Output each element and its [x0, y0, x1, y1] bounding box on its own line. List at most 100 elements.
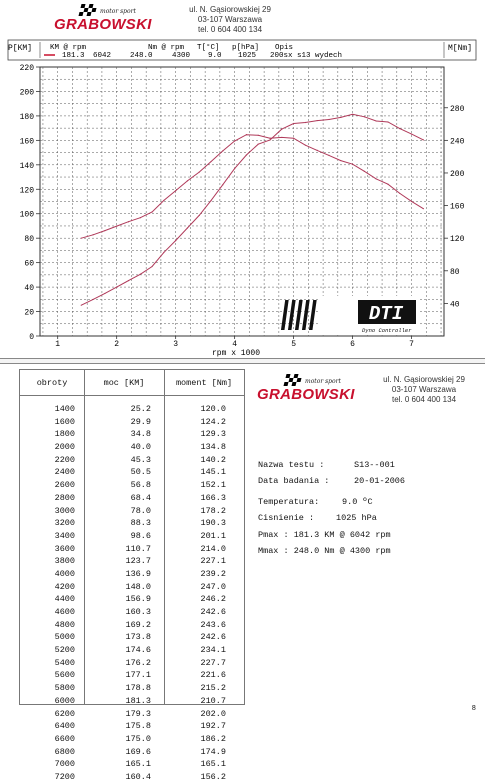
table-row: 4200 148.0 247.0: [20, 581, 244, 594]
torque-point: [375, 178, 377, 180]
cell-torque: 178.2: [200, 505, 226, 516]
cell-torque: 165.1: [200, 759, 226, 770]
torque-point: [127, 221, 130, 223]
cell-power: 174.6: [125, 645, 151, 656]
power-point: [175, 240, 177, 242]
cell-power: 160.3: [125, 607, 151, 617]
power-curve: [81, 113, 424, 306]
cell-power: 98.6: [130, 530, 151, 541]
table-row: 1400 25.2 120.0: [20, 403, 244, 416]
power-point: [316, 119, 318, 122]
cell-torque: 192.7: [200, 721, 226, 732]
table-row: 4800 169.2 243.6: [20, 619, 244, 632]
badge-stripe: [294, 300, 303, 330]
legend-pressure: 1025: [238, 52, 257, 60]
cell-power: 169.6: [125, 746, 151, 757]
cell-rpm: 6800: [54, 746, 75, 757]
cell-rpm: 7200: [54, 771, 75, 782]
cell-power: 88.3: [130, 518, 151, 529]
torque-point: [139, 217, 141, 219]
torque-point: [293, 137, 295, 139]
tick-label-right: 40: [450, 300, 460, 309]
address-line2: 03-107 Warszawa: [391, 385, 457, 394]
table-row: 2000 40.0 134.8: [20, 441, 244, 454]
tick-label-left: 20: [24, 309, 34, 318]
power-point: [340, 116, 342, 118]
cell-power: 110.7: [125, 543, 151, 554]
cell-rpm: 1800: [54, 429, 75, 440]
chart-svg: P[KM] M[Nm] KM @ rpm Nm @ rpm T[°C] p[hPa] Opi…: [7, 39, 477, 358]
table-row: 3800 123.7 227.1: [20, 555, 244, 568]
power-point: [245, 154, 248, 156]
table-row: 6600 175.0 186.2: [20, 733, 244, 746]
cell-torque: 221.6: [200, 670, 226, 681]
power-point: [222, 184, 224, 186]
phone-line: tel. 0 604 400 134: [391, 395, 457, 404]
torque-point: [363, 170, 365, 172]
tick-label-x: 3: [173, 340, 178, 349]
cell-power: 45.3: [130, 454, 151, 465]
badge-text: DTI: [369, 303, 404, 325]
cell-rpm: 6400: [54, 721, 75, 732]
brand-tagline: motor sport: [305, 378, 341, 385]
pressure-label: Cisnienie :: [258, 513, 315, 523]
cell-rpm: 2800: [54, 492, 75, 503]
cell-torque: 120.0: [200, 404, 226, 414]
cell-power: 156.9: [125, 594, 151, 605]
power-point: [304, 121, 307, 124]
power-point: [399, 128, 401, 130]
cell-power: 56.8: [130, 480, 151, 491]
torque-point: [163, 199, 165, 202]
cell-power: 123.7: [125, 556, 151, 567]
torque-point: [422, 208, 424, 210]
torque-point: [175, 190, 177, 192]
cell-power: 179.3: [125, 708, 151, 719]
cell-torque: 227.7: [200, 657, 226, 668]
badge-stripe: [280, 300, 289, 330]
torque-point: [316, 149, 318, 151]
power-point: [410, 133, 413, 135]
torque-point: [245, 134, 248, 136]
torque-curve: [81, 134, 424, 239]
table-row: 3000 78.0 178.2: [20, 505, 244, 518]
tick-label-left: 220: [20, 64, 35, 73]
cell-torque: 124.2: [200, 416, 226, 427]
torque-point: [116, 225, 118, 227]
tick-label-x: 1: [55, 340, 60, 349]
table-row: 4600 160.3 242.6: [20, 606, 244, 619]
cell-rpm: 5000: [54, 632, 75, 643]
power-point: [328, 118, 330, 121]
power-point: [116, 286, 118, 288]
table-row: 4000 136.9 239.2: [20, 568, 244, 581]
test-date-label: Data badania :: [258, 476, 330, 486]
table-row: 1600 29.9 124.2: [20, 416, 244, 429]
cell-torque: 227.1: [200, 556, 226, 567]
tick-label-left: 140: [20, 162, 35, 171]
header-rpm: obroty: [36, 378, 68, 388]
power-point: [281, 128, 283, 130]
torque-point: [92, 234, 94, 236]
cell-power: 160.4: [125, 771, 151, 782]
torque-point: [80, 237, 82, 239]
power-point: [422, 139, 424, 141]
cell-rpm: 2200: [54, 454, 75, 465]
results-table: obroty moc [KM] moment [Nm] 1400 25.2 120.…: [19, 369, 245, 782]
cell-power: 176.2: [125, 657, 151, 668]
cell-torque: 174.9: [200, 746, 226, 757]
tick-label-left: 200: [20, 88, 35, 97]
power-point: [127, 280, 130, 282]
cell-rpm: 4800: [54, 619, 75, 630]
tick-label-right: 80: [450, 268, 460, 277]
legend-km-rpm: 6042: [93, 52, 111, 60]
power-point: [257, 143, 259, 145]
power-point: [163, 251, 165, 253]
cell-power: 136.9: [125, 568, 151, 579]
torque-point: [387, 183, 389, 185]
cell-torque: 202.0: [200, 708, 226, 719]
section-divider: [0, 358, 485, 364]
cell-power: 173.8: [125, 632, 151, 643]
mmax-line: Mmax : 248.0 Nm @ 4300 rpm: [258, 546, 391, 556]
legend-nm: 248.0: [130, 52, 153, 60]
address-block-top: ul. N. Gąsiorowskiej 29 03-107 Warszawa …: [170, 5, 290, 35]
page-number: 8: [471, 705, 476, 713]
